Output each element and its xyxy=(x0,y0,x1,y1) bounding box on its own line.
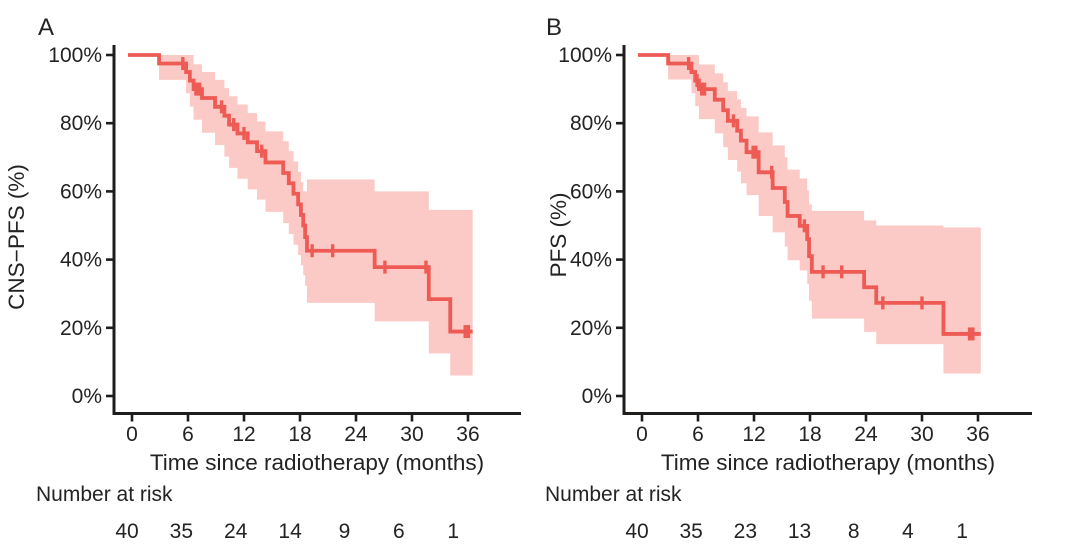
panel-a-y-axis-title: CNS−PFS (%) xyxy=(4,164,29,310)
risk-count: 35 xyxy=(170,520,193,543)
panel-a-label: A xyxy=(38,14,54,41)
panel-b-chart: 0% 20% 40% 60% 80% 100% 0 6 12 18 24 30 36 40 35 23 13 8 4… xyxy=(545,14,1032,543)
x-tick-label: 6 xyxy=(182,423,194,446)
y-tick-label: 100% xyxy=(558,44,612,67)
x-tick-label: 6 xyxy=(692,423,704,446)
y-tick-label: 60% xyxy=(570,180,612,203)
y-tick-label: 80% xyxy=(570,112,612,135)
panel-b-risk-table-label: Number at risk xyxy=(545,483,682,506)
x-tick-label: 0 xyxy=(126,423,138,446)
panel-b-x-axis-title: Time since radiotherapy (months) xyxy=(661,450,995,475)
x-tick-label: 36 xyxy=(966,423,989,446)
x-tick-label: 36 xyxy=(456,423,479,446)
y-tick-label: 20% xyxy=(60,317,102,340)
y-tick-label: 60% xyxy=(60,180,102,203)
survival-curve xyxy=(638,53,981,336)
risk-count: 13 xyxy=(788,520,811,543)
y-tick-label: 20% xyxy=(570,317,612,340)
risk-count: 40 xyxy=(625,520,648,543)
survival-curve xyxy=(128,53,473,334)
risk-count: 9 xyxy=(339,520,351,543)
risk-count: 40 xyxy=(115,520,138,543)
panel-a-risk-table-label: Number at risk xyxy=(36,483,173,506)
panel-a-x-axis-title: Time since radiotherapy (months) xyxy=(150,450,484,475)
risk-count: 14 xyxy=(278,520,302,543)
risk-count: 1 xyxy=(447,520,459,543)
x-tick-label: 30 xyxy=(400,423,423,446)
risk-count: 8 xyxy=(848,520,860,543)
y-tick-label: 40% xyxy=(570,249,612,272)
x-tick-label: 0 xyxy=(636,423,648,446)
risk-count: 23 xyxy=(734,520,757,543)
risk-count: 35 xyxy=(680,520,703,543)
y-tick-label: 80% xyxy=(60,112,102,135)
confidence-band xyxy=(668,55,981,374)
x-tick-label: 30 xyxy=(910,423,933,446)
panel-b-label: B xyxy=(546,14,562,41)
x-tick-label: 24 xyxy=(854,423,878,446)
x-tick-label: 18 xyxy=(798,423,821,446)
x-tick-label: 24 xyxy=(344,423,368,446)
risk-count: 1 xyxy=(956,520,968,543)
x-tick-label: 12 xyxy=(232,423,255,446)
panel-b-y-axis-title: PFS (%) xyxy=(546,192,571,277)
confidence-band xyxy=(159,55,473,376)
panel-a-chart: 0% 20% 40% 60% 80% 100% 0 6 12 18 24 30 36 40 35 24 14 9 6… xyxy=(4,14,521,543)
y-tick-label: 100% xyxy=(48,44,102,67)
risk-count: 4 xyxy=(902,520,914,543)
x-tick-label: 12 xyxy=(742,423,765,446)
y-tick-label: 0% xyxy=(582,385,612,408)
y-tick-label: 0% xyxy=(72,385,102,408)
risk-count: 6 xyxy=(393,520,405,543)
risk-count: 24 xyxy=(224,520,248,543)
x-tick-label: 18 xyxy=(288,423,311,446)
y-tick-label: 40% xyxy=(60,249,102,272)
